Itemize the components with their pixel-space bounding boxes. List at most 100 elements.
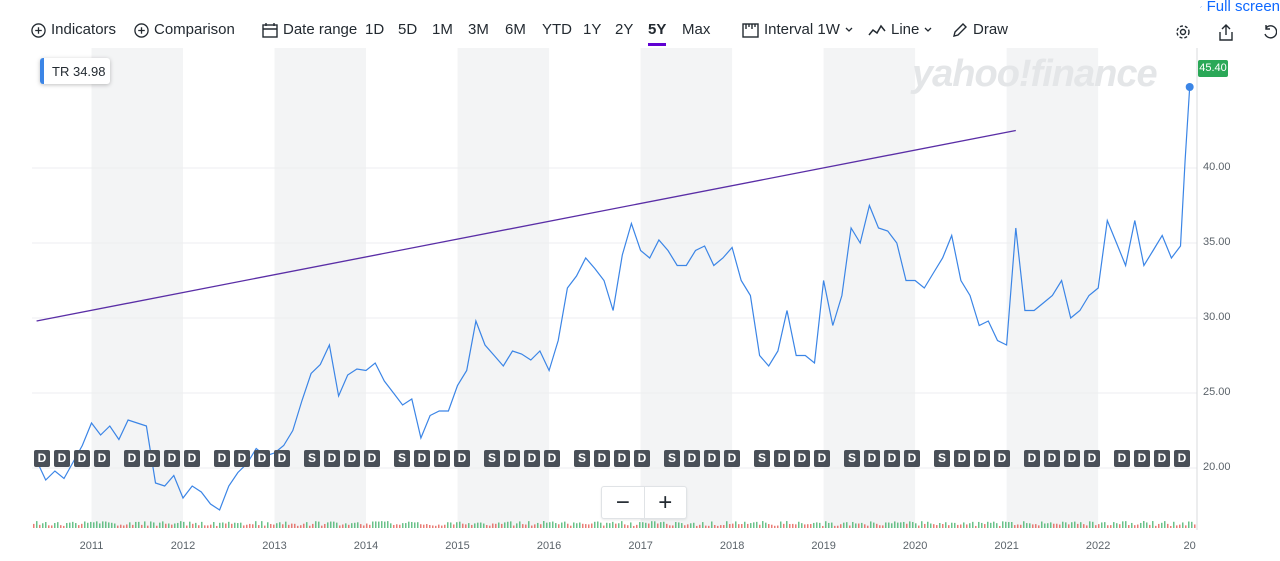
- dividend-event-marker[interactable]: D: [1044, 450, 1060, 467]
- dividend-event-marker[interactable]: D: [594, 450, 610, 467]
- split-event-marker[interactable]: S: [754, 450, 770, 467]
- indicators-button[interactable]: Indicators: [31, 21, 116, 39]
- dividend-event-marker[interactable]: D: [634, 450, 650, 467]
- volume-bar: [462, 523, 464, 528]
- dividend-event-marker[interactable]: D: [884, 450, 900, 467]
- dividend-event-marker[interactable]: D: [544, 450, 560, 467]
- split-event-marker[interactable]: S: [394, 450, 410, 467]
- volume-bar: [255, 521, 257, 528]
- volume-bar: [513, 525, 515, 528]
- volume-bar: [1101, 522, 1103, 528]
- range-5y[interactable]: 5Y: [648, 21, 667, 38]
- volume-bar: [918, 525, 920, 528]
- zoom-in-button[interactable]: +: [658, 488, 673, 516]
- volume-bar: [960, 524, 962, 528]
- dividend-event-marker[interactable]: D: [1064, 450, 1080, 467]
- split-event-marker[interactable]: S: [664, 450, 680, 467]
- dividend-event-marker[interactable]: D: [74, 450, 90, 467]
- volume-bar: [1146, 522, 1148, 528]
- dividend-event-marker[interactable]: D: [214, 450, 230, 467]
- settings-gear-icon[interactable]: [1175, 24, 1191, 40]
- dividend-event-marker[interactable]: D: [794, 450, 810, 467]
- range-1d[interactable]: 1D: [365, 21, 385, 38]
- dividend-event-marker[interactable]: D: [184, 450, 200, 467]
- volume-bar: [1158, 523, 1160, 528]
- range-1m[interactable]: 1M: [432, 21, 453, 38]
- split-event-marker[interactable]: S: [844, 450, 860, 467]
- dividend-event-marker[interactable]: D: [1154, 450, 1170, 467]
- split-event-marker[interactable]: S: [574, 450, 590, 467]
- dividend-event-marker[interactable]: D: [1174, 450, 1190, 467]
- comparison-button[interactable]: Comparison: [134, 21, 235, 39]
- volume-bar: [213, 522, 215, 528]
- range-2y[interactable]: 2Y: [615, 21, 634, 38]
- share-icon[interactable]: [1218, 24, 1234, 41]
- reset-icon[interactable]: [1263, 24, 1277, 40]
- volume-bar: [357, 522, 359, 528]
- draw-button[interactable]: Draw: [952, 21, 1008, 39]
- y-tick-label: 25.00: [1203, 386, 1231, 398]
- interval-button[interactable]: Interval 1W: [742, 21, 859, 39]
- split-event-marker[interactable]: S: [934, 450, 950, 467]
- dividend-event-marker[interactable]: D: [524, 450, 540, 467]
- range-5d[interactable]: 5D: [398, 21, 418, 38]
- dividend-event-marker[interactable]: D: [234, 450, 250, 467]
- dividend-event-marker[interactable]: D: [94, 450, 110, 467]
- dividend-event-marker[interactable]: D: [414, 450, 430, 467]
- dividend-event-marker[interactable]: D: [1024, 450, 1040, 467]
- volume-bar: [942, 524, 944, 528]
- volume-bar: [417, 522, 419, 528]
- dividend-event-marker[interactable]: D: [274, 450, 290, 467]
- dividend-event-marker[interactable]: D: [994, 450, 1010, 467]
- series-legend[interactable]: TR 34.98: [40, 58, 110, 84]
- range-3m[interactable]: 3M: [468, 21, 489, 38]
- date-range-button[interactable]: Date range: [262, 21, 357, 39]
- dividend-event-marker[interactable]: D: [344, 450, 360, 467]
- dividend-event-marker[interactable]: D: [814, 450, 830, 467]
- volume-bar: [855, 523, 857, 528]
- volume-bar: [768, 524, 770, 528]
- volume-bar: [492, 523, 494, 528]
- range-ytd[interactable]: YTD: [542, 21, 572, 38]
- ruler-icon: [742, 22, 759, 38]
- full-screen-label: Full screen: [1206, 0, 1280, 15]
- dividend-event-marker[interactable]: D: [774, 450, 790, 467]
- dividend-event-marker[interactable]: D: [864, 450, 880, 467]
- split-event-marker[interactable]: S: [304, 450, 320, 467]
- dividend-event-marker[interactable]: D: [1134, 450, 1150, 467]
- y-tick-label: 35.00: [1203, 236, 1231, 248]
- dividend-event-marker[interactable]: D: [704, 450, 720, 467]
- volume-bar: [603, 525, 605, 528]
- volume-bar: [747, 523, 749, 528]
- dividend-event-marker[interactable]: D: [164, 450, 180, 467]
- range-max[interactable]: Max: [682, 21, 711, 38]
- trend-line[interactable]: [36, 129, 1016, 322]
- dividend-event-marker[interactable]: D: [254, 450, 270, 467]
- dividend-event-marker[interactable]: D: [124, 450, 140, 467]
- dividend-event-marker[interactable]: D: [434, 450, 450, 467]
- volume-bar: [432, 525, 434, 528]
- zoom-out-button[interactable]: −: [602, 487, 645, 518]
- full-screen-button[interactable]: Full screen: [1200, 0, 1280, 15]
- dividend-event-marker[interactable]: D: [454, 450, 470, 467]
- dividend-event-marker[interactable]: D: [954, 450, 970, 467]
- dividend-event-marker[interactable]: D: [144, 450, 160, 467]
- dividend-event-marker[interactable]: D: [904, 450, 920, 467]
- range-6m[interactable]: 6M: [505, 21, 526, 38]
- split-event-marker[interactable]: S: [484, 450, 500, 467]
- volume-bar: [501, 523, 503, 528]
- range-1y[interactable]: 1Y: [583, 21, 602, 38]
- dividend-event-marker[interactable]: D: [1114, 450, 1130, 467]
- dividend-event-marker[interactable]: D: [504, 450, 520, 467]
- dividend-event-marker[interactable]: D: [614, 450, 630, 467]
- dividend-event-marker[interactable]: D: [34, 450, 50, 467]
- dividend-event-marker[interactable]: D: [684, 450, 700, 467]
- dividend-event-marker[interactable]: D: [54, 450, 70, 467]
- dividend-event-marker[interactable]: D: [974, 450, 990, 467]
- dividend-event-marker[interactable]: D: [364, 450, 380, 467]
- dividend-event-marker[interactable]: D: [324, 450, 340, 467]
- chart-type-button[interactable]: Line: [868, 21, 938, 39]
- dividend-event-marker[interactable]: D: [724, 450, 740, 467]
- dividend-event-marker[interactable]: D: [1084, 450, 1100, 467]
